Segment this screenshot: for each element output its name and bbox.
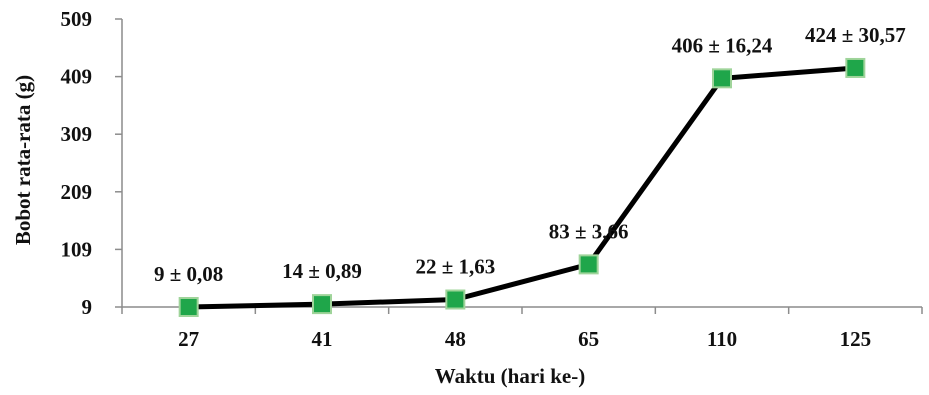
data-point-marker — [178, 297, 199, 317]
y-tick-label: 409 — [61, 65, 93, 89]
y-tick-label: 509 — [61, 7, 93, 31]
data-label: 83 ± 3,66 — [549, 219, 629, 243]
data-label: 22 ± 1,63 — [415, 255, 495, 279]
x-tick-label: 110 — [707, 327, 737, 351]
x-tick-labels: 27 41 48 65 110 125 — [178, 327, 871, 351]
y-tick-labels: 9 109 209 309 409 509 — [61, 7, 93, 319]
data-label: 14 ± 0,89 — [282, 259, 362, 283]
y-tick-label: 9 — [82, 295, 93, 319]
x-tick-label: 48 — [445, 327, 466, 351]
y-tick-label: 309 — [61, 122, 93, 146]
data-point-marker — [578, 254, 599, 275]
y-axis-title: Bobot rata-rata (g) — [11, 75, 35, 245]
data-point-marker — [445, 289, 466, 310]
data-label: 424 ± 30,57 — [805, 23, 906, 47]
data-point-marker — [845, 57, 866, 78]
data-labels: 9 ± 0,08 14 ± 0,89 22 ± 1,63 83 ± 3,66 406 ±… — [154, 23, 906, 286]
y-tick-label: 109 — [61, 237, 93, 261]
markers — [178, 57, 866, 317]
data-label: 406 ± 16,24 — [672, 33, 773, 57]
x-tick-label: 125 — [840, 327, 872, 351]
x-tick-label: 65 — [578, 327, 599, 351]
data-label: 9 ± 0,08 — [154, 262, 223, 286]
series-line-layer — [188, 65, 856, 310]
axes — [115, 18, 923, 314]
x-tick-label: 27 — [178, 327, 199, 351]
y-tick-label: 209 — [61, 180, 93, 204]
data-point-marker — [312, 294, 332, 315]
x-tick-label: 41 — [312, 327, 333, 351]
x-axis-title: Waktu (hari ke-) — [435, 364, 586, 388]
series-line — [188, 65, 856, 310]
data-point-marker — [712, 68, 732, 89]
